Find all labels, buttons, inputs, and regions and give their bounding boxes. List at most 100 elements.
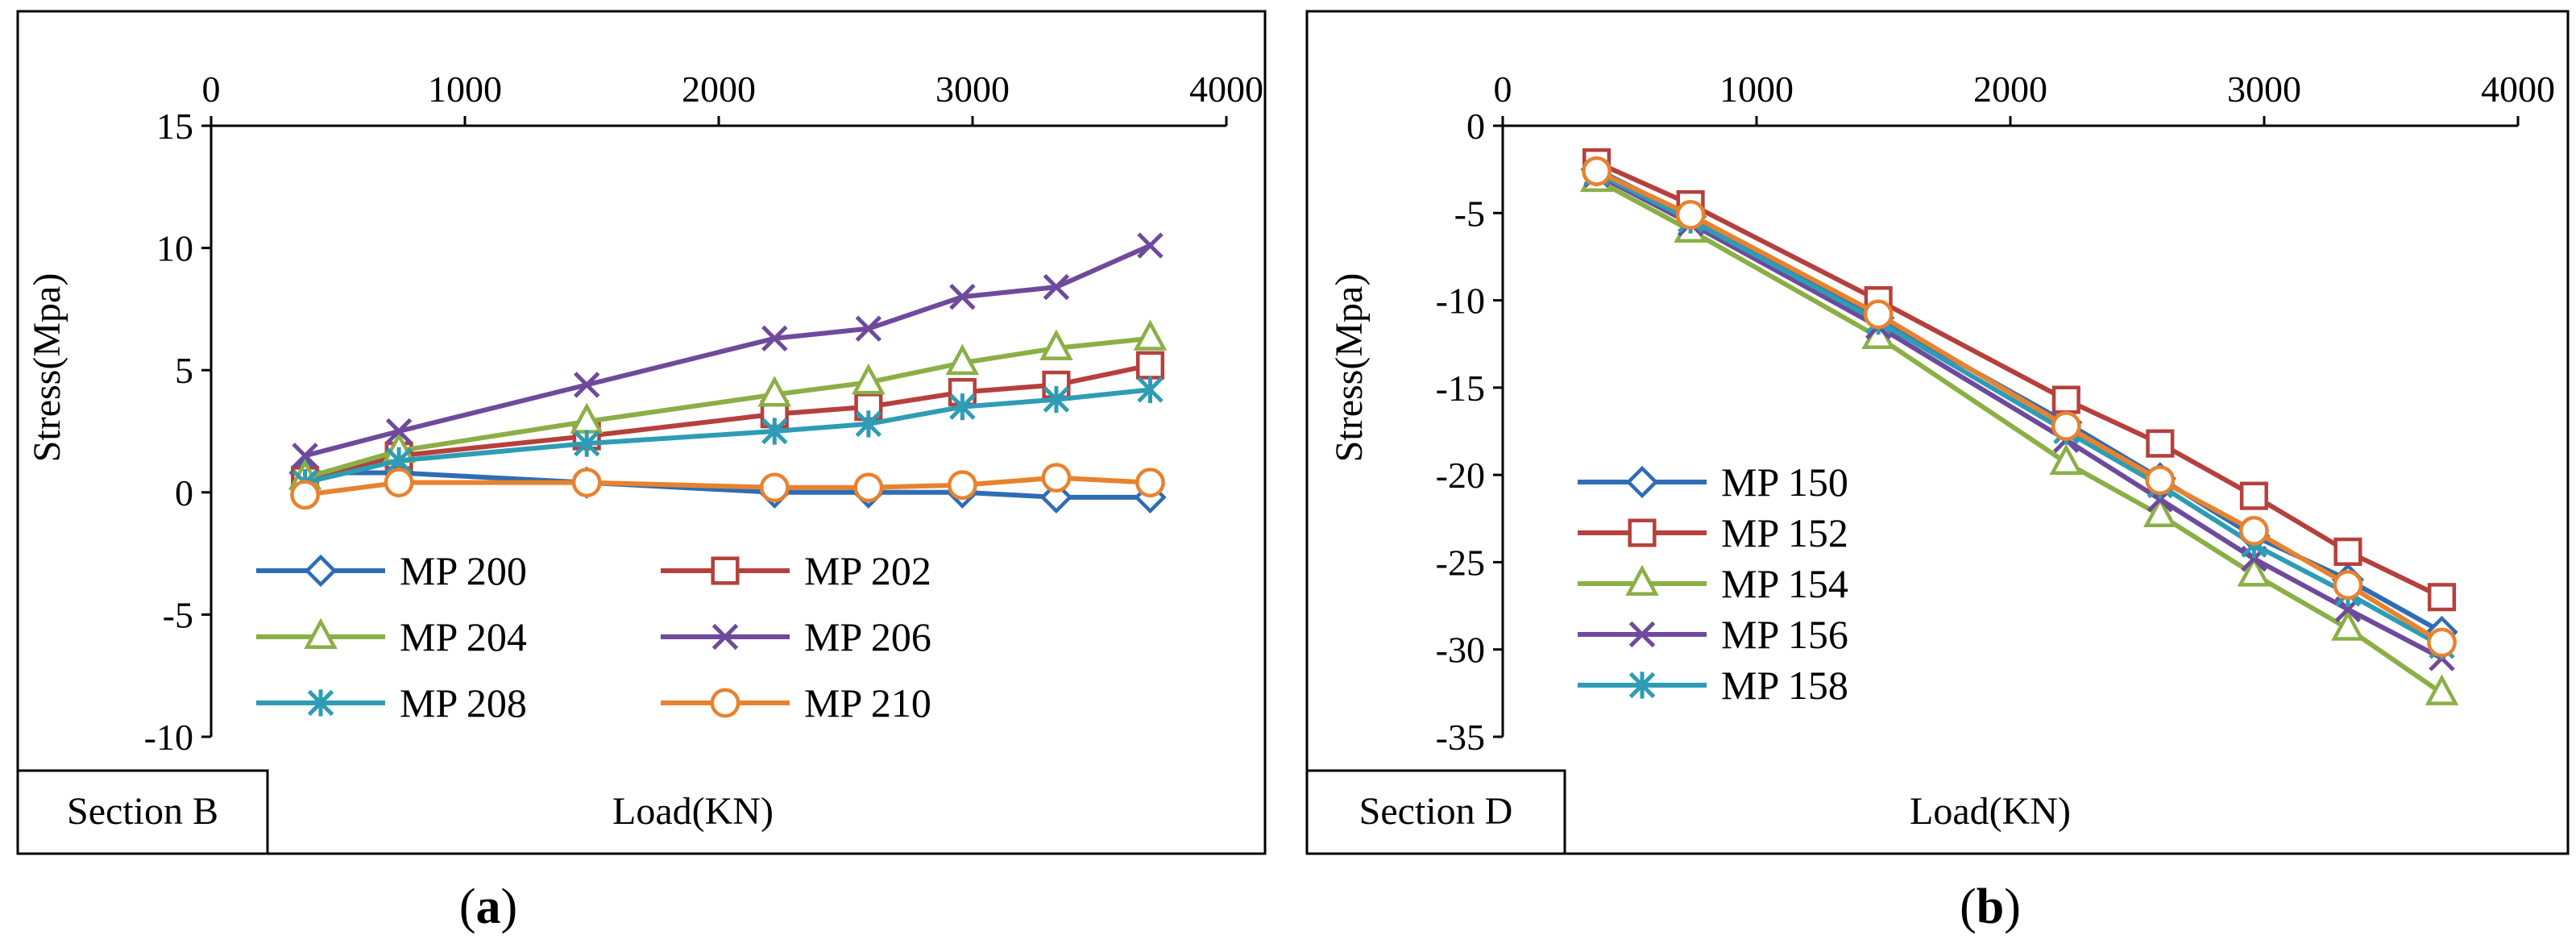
chart-a-data-point: [573, 430, 600, 457]
chart-a-x-tick-label: 3000: [935, 69, 1010, 110]
chart-a-data-point: [290, 480, 320, 510]
chart-b-y-tick-label: -20: [1436, 455, 1485, 496]
panel-b-frame: [1305, 10, 2570, 855]
chart-a-legend-label: MP 200: [400, 548, 527, 593]
chart-a-x-tick-label: 2000: [682, 69, 756, 110]
panel-a: Section B Load(KN) Stress(Mpa) (a) 15 10 5…: [16, 10, 1267, 934]
chart-b-x-tick-label: 1000: [1719, 69, 1794, 110]
chart-b-series-line: [1595, 172, 2443, 661]
chart-a-legend-item: MP 204: [256, 614, 527, 659]
chart-a-legend-label: MP 208: [400, 680, 527, 725]
chart-b-series-4: [1583, 161, 2455, 671]
chart-a-data-point: [948, 470, 977, 501]
chart-b-x-tick-label: 4000: [2481, 69, 2555, 110]
chart-a-data-point: [852, 363, 886, 395]
chart-a-data-point: [757, 376, 792, 407]
chart-b-data-point: [2051, 385, 2080, 414]
chart-a-x-tick-label: 0: [202, 69, 221, 110]
chart-a-y-tick-label: -5: [163, 594, 193, 635]
chart-b-series-line: [1595, 168, 2444, 645]
chart-a-data-point: [1043, 273, 1070, 301]
chart-a-legend-marker: [711, 623, 739, 651]
panel-a-ylabel: Stress(Mpa): [26, 273, 68, 463]
chart-a-legend-item: MP 200: [256, 548, 527, 593]
chart-b-data-point: [2049, 443, 2084, 475]
chart-b-x-tick-label: 3000: [2227, 69, 2301, 110]
chart-a-data-point: [573, 372, 600, 398]
chart-a-y-tick-label: 0: [175, 472, 193, 513]
chart-a-legend: MP 200 MP 202 MP 204 MP 206 MP 208 MP 210: [256, 548, 931, 725]
chart-b-data-point: [2146, 429, 2175, 458]
chart-b-legend-label: MP 150: [1721, 459, 1848, 505]
chart-a-data-point: [949, 284, 976, 310]
chart-b-data-point: [2237, 555, 2271, 587]
panel-b-section-box: [1305, 769, 1566, 855]
chart-a-series-2: [291, 351, 1165, 495]
chart-a-legend-item: MP 202: [661, 548, 931, 593]
chart-b-data-point: [2143, 496, 2177, 527]
chart-a-data-point: [384, 468, 414, 498]
chart-b-legend-marker: [1628, 671, 1656, 699]
chart-a-series-line: [304, 243, 1151, 459]
chart-a-data-point: [853, 472, 884, 503]
chart-a-y-tick-label: 15: [156, 106, 193, 147]
chart-b-data-point: [2331, 609, 2365, 641]
chart-a-series-6: [290, 463, 1165, 510]
chart-b-y-tick-label: -10: [1436, 281, 1485, 322]
chart-a-data-point: [1133, 319, 1168, 351]
chart-b-legend-item: MP 152: [1578, 510, 1848, 555]
chart-a-legend-marker: [304, 554, 338, 588]
chart-a-series-line: [304, 363, 1151, 483]
chart-b-data-point: [2427, 627, 2457, 658]
chart-a-legend-marker: [304, 617, 338, 649]
chart-a-data-point: [761, 418, 788, 445]
panel-a-plot: 15 10 5 0 -5 -10 0 1000 2000 3000 4000 MP 200 MP 202…: [144, 69, 1263, 758]
panel-b-ylabel: Stress(Mpa): [1328, 273, 1371, 463]
chart-b-data-point: [2051, 411, 2081, 441]
chart-a-y-tick-label: -10: [144, 717, 193, 758]
chart-b-legend-marker: [1628, 621, 1656, 648]
chart-b-y-tick-label: -30: [1436, 630, 1485, 671]
chart-b-y-tick-label: -25: [1436, 542, 1485, 583]
chart-a-series-5: [292, 376, 1164, 497]
chart-b-legend: MP 150 MP 152 MP 154 MP 156 MP 158: [1578, 459, 1848, 708]
chart-a-data-point: [855, 410, 882, 438]
chart-a-data-point: [292, 443, 318, 469]
panel-b-section-label: Section D: [1359, 790, 1513, 833]
chart-a-legend-label: MP 210: [804, 680, 931, 725]
chart-a-x-tick-label: 4000: [1189, 69, 1263, 110]
chart-a-data-point: [1039, 329, 1073, 360]
chart-a-legend-item: MP 210: [661, 680, 931, 725]
chart-b-series-3: [1579, 160, 2459, 705]
chart-a-legend-item: MP 208: [256, 680, 527, 725]
chart-a-legend-marker: [711, 556, 740, 585]
chart-a-legend-label: MP 204: [400, 614, 527, 659]
chart-b-data-point: [2333, 570, 2363, 600]
chart-b-data-point: [2239, 516, 2269, 546]
chart-a-data-point: [761, 325, 788, 352]
chart-b-legend-label: MP 158: [1721, 663, 1848, 708]
chart-b-legend-item: MP 154: [1578, 561, 1848, 606]
chart-a-data-point: [945, 343, 980, 376]
panel-a-caption-close: ): [501, 879, 518, 934]
chart-b-legend-item: MP 158: [1578, 663, 1848, 708]
chart-b-data-point: [2333, 537, 2362, 566]
chart-b-legend-item: MP 156: [1578, 612, 1848, 657]
chart-b-series-2: [1583, 148, 2457, 612]
chart-b-data-point: [1675, 200, 1706, 230]
panel-a-frame: [16, 10, 1267, 855]
panel-a-xlabel: Load(KN): [612, 790, 774, 833]
chart-b-series-line: [1595, 177, 2444, 696]
chart-a-legend-marker: [710, 688, 740, 718]
chart-a-data-point: [1041, 463, 1072, 493]
chart-a-legend-label: MP 206: [804, 614, 931, 659]
panel-b-caption: (b): [1960, 879, 2021, 934]
chart-b-data-point: [2427, 583, 2457, 612]
panel-b-xlabel: Load(KN): [1910, 790, 2071, 833]
panel-a-section-label: Section B: [67, 790, 218, 833]
chart-a-data-point: [949, 393, 976, 421]
panel-a-caption: (a): [459, 879, 517, 934]
chart-a-data-point: [1137, 376, 1164, 404]
chart-a-legend-marker: [307, 689, 334, 717]
